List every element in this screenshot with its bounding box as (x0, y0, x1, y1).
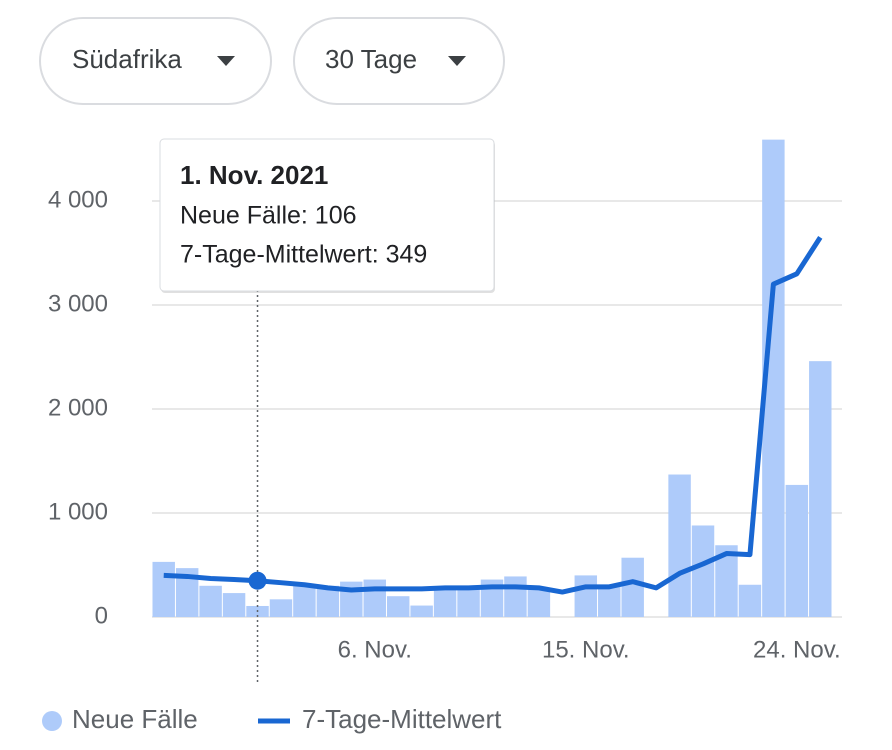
bar (293, 584, 316, 617)
bar (222, 593, 246, 617)
average-line (163, 236, 823, 595)
range-dropdown[interactable]: 30 Tage (293, 17, 505, 105)
dropdown-label[interactable]: Südafrika (72, 44, 182, 74)
dropdown-arrow (448, 56, 466, 66)
dropdown-box[interactable] (39, 17, 272, 105)
labels: 0 1 000 2 000 3 000 4 000 6. Nov. 15. Nov. 24. … (48, 186, 841, 663)
lines (163, 236, 823, 595)
bar (598, 586, 621, 617)
bar (269, 599, 293, 617)
bar (668, 474, 691, 617)
bar (785, 484, 809, 617)
bar (715, 545, 738, 617)
bar (457, 587, 480, 617)
dropdown-arrow (217, 56, 235, 66)
bar (175, 568, 199, 617)
bar (152, 561, 175, 617)
tooltip-line: Neue Fälle: 106 (180, 202, 357, 230)
y-tick-label: 1 000 (48, 498, 108, 525)
bar (809, 361, 832, 617)
tooltip-box (159, 138, 495, 292)
bar (199, 585, 222, 617)
legend-label: Neue Fälle (72, 704, 198, 734)
bar (574, 575, 598, 617)
y-tick-label: 0 (95, 602, 108, 629)
legend-swatch (42, 711, 62, 731)
y-tick-label: 3 000 (48, 290, 108, 317)
bar (504, 576, 527, 617)
legend: Neue Fälle 7-Tage-Mittelwert (42, 704, 502, 734)
region-dropdown[interactable]: Südafrika (39, 17, 272, 105)
bar (691, 525, 715, 617)
bar (433, 588, 457, 617)
bar (410, 605, 433, 617)
legend-label: 7-Tage-Mittelwert (302, 704, 502, 734)
bar (316, 585, 340, 617)
bar (621, 557, 644, 617)
hover-point (248, 571, 267, 590)
tooltip-line: 7-Tage-Mittelwert: 349 (180, 241, 427, 269)
dropdown-label[interactable]: 30 Tage (325, 44, 417, 74)
y-tick-label: 2 000 (48, 394, 108, 421)
y-tick-label: 4 000 (48, 186, 108, 213)
bar (527, 588, 551, 617)
tooltip: 1. Nov. 2021 Neue Fälle: 106 7-Tage-Mittel… (159, 138, 495, 685)
x-tick-label: 6. Nov. (338, 636, 412, 663)
x-tick-label: 24. Nov. (753, 636, 841, 663)
bar (762, 139, 785, 617)
dropdown-box[interactable] (293, 17, 505, 105)
tooltip-date: 1. Nov. 2021 (180, 160, 328, 190)
bar (386, 596, 410, 617)
x-tick-label: 15. Nov. (542, 636, 630, 663)
bar (738, 584, 762, 617)
bar (363, 579, 386, 617)
